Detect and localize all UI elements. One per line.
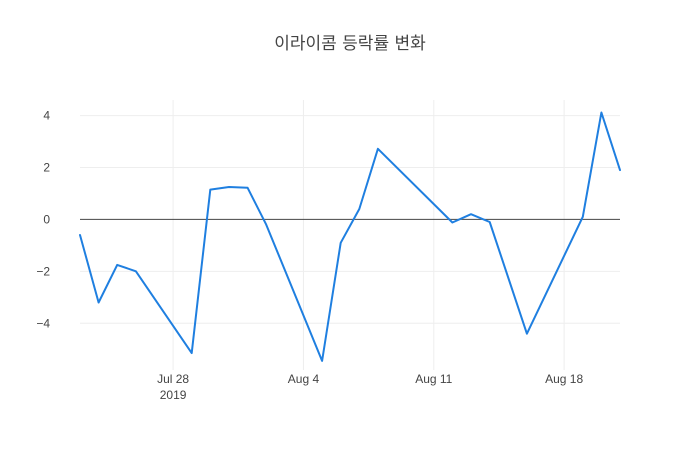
grid [80,100,620,370]
series-layer [79,111,621,362]
y-tick-label: 0 [43,212,50,226]
x-tick-label: Aug 11 [415,372,452,386]
x-tick-sublabel: 2019 [160,388,187,402]
x-tick-label: Aug 4 [288,372,320,386]
y-tick-label: 4 [43,109,50,123]
x-tick-label: Jul 28 [157,372,189,386]
y-tick-label: −2 [36,264,50,278]
y-tick-label: −4 [36,316,50,330]
y-tick-label: 2 [43,161,50,175]
y-axis-ticks: 4 2 0 −2 −4 [36,109,50,331]
x-axis-ticks: Jul 28 2019 Aug 4 Aug 11 Aug 18 [157,372,583,402]
series-line [79,111,621,362]
x-tick-label: Aug 18 [545,372,583,386]
chart-title: 이라이콤 등락률 변화 [274,34,426,54]
